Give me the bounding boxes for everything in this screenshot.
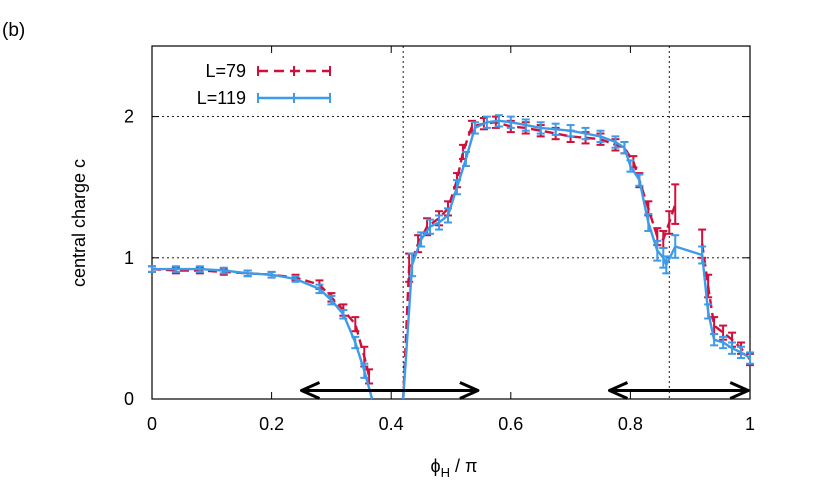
axis-ticks: 0 0.2 0.4 0.6 0.8 1 0 1 2 — [124, 46, 755, 434]
series-line — [152, 267, 374, 400]
data-series — [148, 114, 754, 400]
x-tick-label: 0.2 — [259, 414, 284, 434]
y-tick-label: 2 — [124, 107, 134, 127]
x-tick-label: 0 — [147, 414, 157, 434]
plot-frame — [151, 45, 751, 400]
double-arrow — [607, 381, 750, 400]
legend-key-l79 — [257, 66, 331, 76]
series-l119 — [148, 114, 754, 400]
legend-label-l79: L=79 — [205, 61, 246, 81]
y-tick-label: 0 — [124, 389, 134, 409]
x-tick-label: 0.4 — [379, 414, 404, 434]
series-line — [151, 267, 371, 377]
y-tick-label: 1 — [124, 248, 134, 268]
arrow-head-left — [300, 381, 321, 400]
legend-label-l119: L=119 — [197, 88, 246, 108]
legend: L=79 L=119 — [197, 61, 331, 108]
panel-label: (b) — [2, 20, 25, 41]
range-arrows — [300, 381, 750, 400]
double-arrow — [300, 381, 480, 400]
x-axis-label: ϕH / π — [431, 456, 478, 480]
legend-key-l119 — [257, 93, 331, 103]
y-axis-label: central charge c — [69, 159, 89, 287]
arrow-head-right — [729, 381, 750, 400]
x-tick-label: 1 — [745, 414, 755, 434]
arrow-head-left — [607, 381, 629, 400]
x-tick-label: 0.8 — [618, 414, 643, 434]
series-line — [402, 119, 751, 400]
x-tick-label: 0.6 — [498, 414, 523, 434]
series-line — [402, 120, 677, 400]
arrow-head-right — [459, 381, 480, 400]
